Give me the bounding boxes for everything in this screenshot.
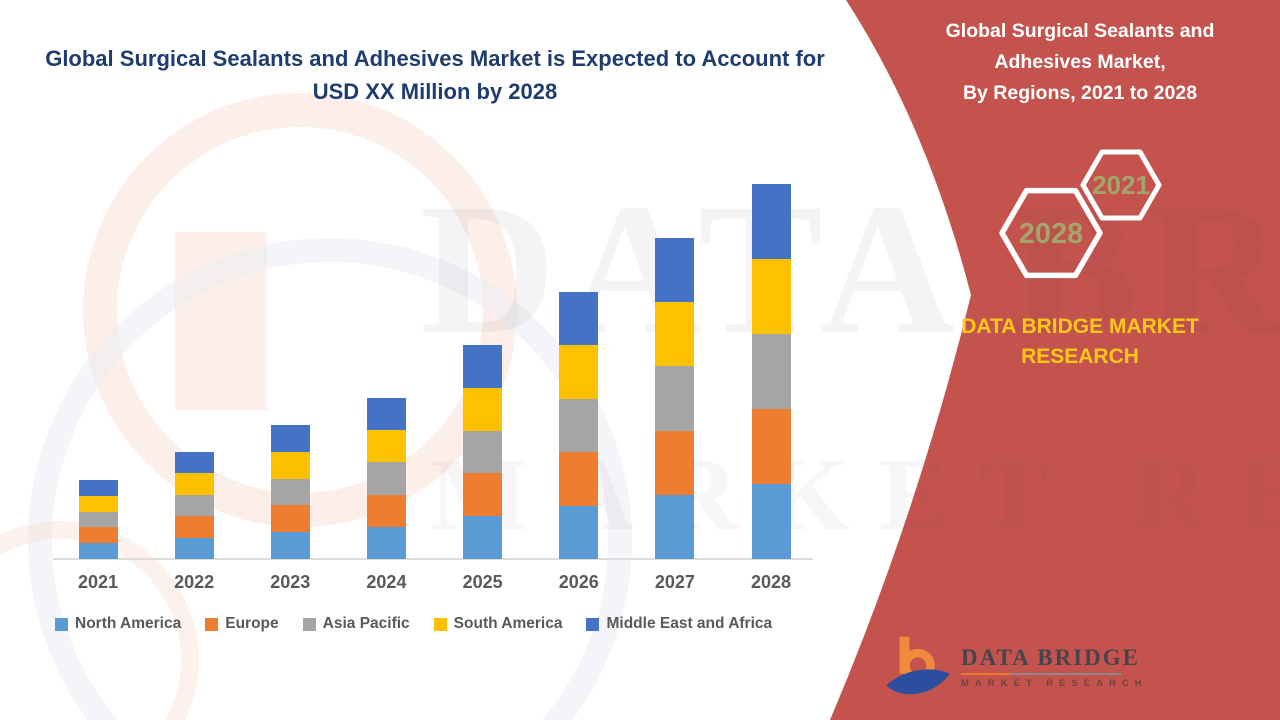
bar-segment-2028-europe bbox=[751, 409, 791, 484]
legend: North America Europe Asia Pacific South Ame… bbox=[55, 615, 772, 633]
bar-segment-2022-middle-east-and-africa bbox=[174, 452, 214, 473]
bar-segment-2027-asia-pacific bbox=[655, 366, 695, 431]
legend-swatch bbox=[433, 617, 447, 631]
bar-segment-2026-europe bbox=[559, 452, 599, 506]
bar-segment-2023-middle-east-and-africa bbox=[270, 425, 310, 452]
x-axis-label-2028: 2028 bbox=[751, 572, 792, 592]
hexagon-2028-label: 2028 bbox=[1019, 218, 1084, 250]
bar-segment-2026-asia-pacific bbox=[559, 399, 599, 452]
bar-segment-2026-north-america bbox=[559, 506, 599, 559]
x-axis-label-2023: 2023 bbox=[270, 572, 311, 592]
legend-label: North America bbox=[75, 615, 182, 632]
legend-item-north-america: North America bbox=[55, 615, 181, 633]
bar-segment-2027-south-america bbox=[655, 302, 695, 366]
footer-logo: DATA BRIDGE MARKET RESEARCH bbox=[885, 634, 1148, 700]
bar-segment-2021-asia-pacific bbox=[78, 512, 118, 527]
x-axis-label-2026: 2026 bbox=[558, 572, 599, 592]
bar-segment-2024-asia-pacific bbox=[366, 462, 406, 495]
logo-underline-divider bbox=[961, 673, 1121, 675]
bar-segment-2028-south-america bbox=[751, 259, 791, 334]
bar-segment-2022-europe bbox=[174, 516, 214, 538]
x-axis-label-2022: 2022 bbox=[174, 572, 215, 592]
logo-swoosh bbox=[886, 669, 950, 695]
legend-item-middle-east-and-africa: Middle East and Africa bbox=[586, 615, 772, 633]
side-panel-title: Global Surgical Sealants and Adhesives M… bbox=[945, 20, 1215, 104]
bar-segment-2024-south-america bbox=[366, 430, 406, 462]
data-bridge-logo-icon bbox=[886, 636, 950, 695]
bar-segment-2022-asia-pacific bbox=[174, 495, 214, 516]
bar-segment-2027-middle-east-and-africa bbox=[655, 238, 695, 302]
bar-segment-2026-middle-east-and-africa bbox=[559, 292, 599, 345]
hexagon-badges: 2021 2028 bbox=[999, 149, 1162, 279]
bar-segment-2025-europe bbox=[463, 473, 503, 516]
bar-segment-2023-asia-pacific bbox=[270, 479, 310, 505]
bar-segment-2028-asia-pacific bbox=[751, 334, 791, 409]
legend-swatch bbox=[205, 617, 219, 631]
bar-segment-2025-south-america bbox=[463, 388, 503, 431]
x-axis-label-2021: 2021 bbox=[77, 572, 119, 592]
legend-swatch bbox=[586, 617, 600, 631]
legend-label: Asia Pacific bbox=[322, 615, 410, 632]
legend-label: South America bbox=[453, 615, 563, 632]
bar-segment-2024-north-america bbox=[366, 527, 406, 559]
x-axis-label-2027: 2027 bbox=[654, 572, 695, 592]
legend-item-asia-pacific: Asia Pacific bbox=[302, 615, 410, 633]
bar-segment-2021-middle-east-and-africa bbox=[78, 480, 118, 496]
bar-segment-2021-south-america bbox=[78, 496, 118, 512]
hexagon-2021-label: 2021 bbox=[1092, 170, 1150, 200]
logo-tagline: MARKET RESEARCH bbox=[961, 678, 1148, 689]
legend-swatch bbox=[55, 617, 68, 631]
legend-item-europe: Europe bbox=[205, 615, 279, 633]
red-panel-shape bbox=[830, 0, 1280, 720]
logo-name: DATA BRIDGE bbox=[961, 645, 1140, 670]
bar-segment-2023-south-america bbox=[270, 452, 310, 479]
side-panel-brand-text: DATA BRIDGE MARKET RESEARCH bbox=[961, 315, 1199, 368]
legend-item-south-america: South America bbox=[433, 615, 563, 633]
x-axis-line bbox=[53, 558, 813, 560]
page-title: Global Surgical Sealants and Adhesives M… bbox=[45, 46, 825, 104]
legend-label: Europe bbox=[225, 615, 279, 632]
bar-segment-2023-north-america bbox=[270, 532, 310, 559]
x-axis-label-2024: 2024 bbox=[366, 572, 407, 592]
hexagon-2028 bbox=[999, 187, 1103, 279]
bar-segment-2024-middle-east-and-africa bbox=[366, 398, 406, 430]
bar-segment-2025-asia-pacific bbox=[463, 431, 503, 473]
hexagon-2021 bbox=[1080, 149, 1162, 221]
x-axis-label-2025: 2025 bbox=[462, 572, 503, 592]
bar-segment-2027-north-america bbox=[655, 495, 695, 559]
logo-text-block: DATA BRIDGE MARKET RESEARCH bbox=[961, 645, 1148, 689]
legend-label: Middle East and Africa bbox=[606, 615, 773, 632]
bar-segment-2022-south-america bbox=[174, 473, 214, 495]
bar-segment-2023-europe bbox=[270, 505, 310, 532]
bar-segment-2026-south-america bbox=[559, 345, 599, 399]
bar-segment-2028-north-america bbox=[751, 484, 791, 559]
bar-segment-2025-middle-east-and-africa bbox=[463, 345, 503, 388]
bar-segment-2024-europe bbox=[366, 495, 406, 527]
bar-segment-2027-europe bbox=[655, 431, 695, 495]
bar-segment-2028-middle-east-and-africa bbox=[751, 184, 791, 259]
bar-segment-2021-europe bbox=[78, 527, 118, 543]
bar-segment-2022-north-america bbox=[174, 538, 214, 559]
bar-segment-2021-north-america bbox=[78, 543, 118, 559]
legend-swatch bbox=[302, 617, 316, 631]
logo-b-stem bbox=[899, 636, 910, 674]
bar-segment-2025-north-america bbox=[463, 516, 503, 559]
